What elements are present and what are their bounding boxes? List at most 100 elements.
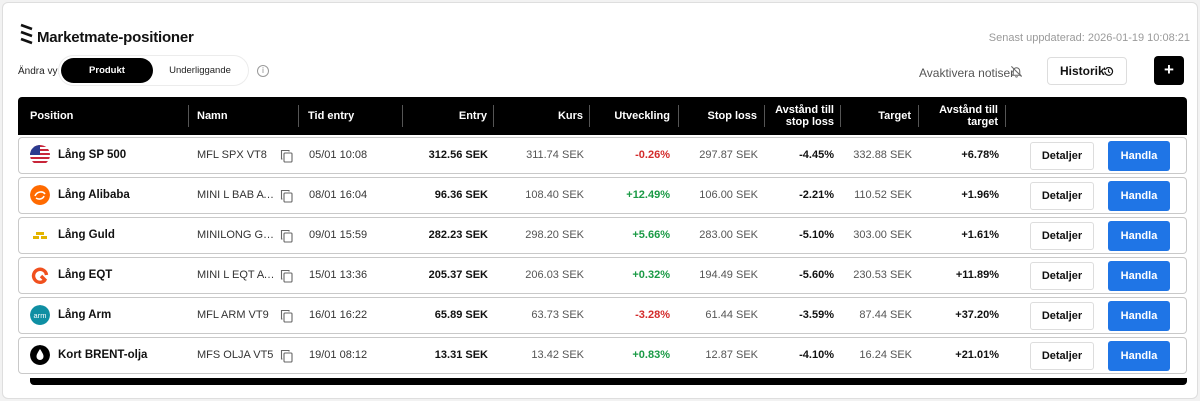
details-button[interactable]: Detaljer <box>1030 182 1094 210</box>
info-icon[interactable]: i <box>257 65 269 77</box>
stop-loss-price: 106.00 SEK <box>699 189 758 201</box>
distance-to-target: +1.61% <box>961 229 999 241</box>
details-button[interactable]: Detaljer <box>1030 342 1094 370</box>
current-price: 108.40 SEK <box>525 189 584 201</box>
table-row: arm Lång Arm MFL ARM VT9 16/01 16:22 65.89 S… <box>18 297 1187 334</box>
current-price: 13.42 SEK <box>531 349 584 361</box>
details-button[interactable]: Detaljer <box>1030 262 1094 290</box>
entry-price: 282.23 SEK <box>428 229 488 241</box>
bell-off-icon[interactable] <box>1010 65 1023 78</box>
table-row: Kort BRENT-olja MFS OLJA VT5 19/01 08:12 13… <box>18 337 1187 374</box>
distance-to-stop: -5.10% <box>799 229 834 241</box>
col-tid-entry: Tid entry <box>308 110 355 122</box>
entry-price: 65.89 SEK <box>434 309 488 321</box>
alibaba-icon <box>30 185 50 205</box>
history-button[interactable]: Historik <box>1047 57 1127 85</box>
entry-time: 05/01 10:08 <box>309 149 368 161</box>
details-button[interactable]: Detaljer <box>1030 302 1094 330</box>
col-divider <box>188 105 189 127</box>
trade-button[interactable]: Handla <box>1108 341 1170 371</box>
us-flag-icon <box>30 145 50 165</box>
distance-to-stop: -3.59% <box>799 309 834 321</box>
col-divider <box>764 105 765 127</box>
trade-button[interactable]: Handla <box>1108 221 1170 251</box>
details-button[interactable]: Detaljer <box>1030 222 1094 250</box>
copy-icon[interactable] <box>280 189 293 203</box>
current-price: 63.73 SEK <box>531 309 584 321</box>
copy-icon[interactable] <box>280 269 293 283</box>
svg-text:arm: arm <box>34 311 47 320</box>
history-clock-icon <box>1103 67 1114 76</box>
current-price: 311.74 SEK <box>526 149 584 161</box>
disable-notifications-link[interactable]: Avaktivera notiser <box>919 66 1015 80</box>
distance-to-stop: -5.60% <box>799 269 834 281</box>
stop-loss-price: 61.44 SEK <box>705 309 758 321</box>
current-price: 298.20 SEK <box>525 229 584 241</box>
trade-button[interactable]: Handla <box>1108 181 1170 211</box>
stop-loss-price: 283.00 SEK <box>699 229 758 241</box>
view-option-produkt[interactable]: Produkt <box>61 58 153 83</box>
col-divider <box>918 105 919 127</box>
copy-icon[interactable] <box>280 149 293 163</box>
stop-loss-price: 194.49 SEK <box>699 269 758 281</box>
entry-time: 09/01 15:59 <box>309 229 368 241</box>
distance-to-stop: -4.10% <box>799 349 834 361</box>
copy-icon[interactable] <box>280 309 293 323</box>
target-price: 303.00 SEK <box>853 229 912 241</box>
col-divider <box>1005 105 1006 127</box>
entry-price: 312.56 SEK <box>428 149 488 161</box>
table-row: Lång Alibaba MINI L BAB AVA 08/01 16:04 96.… <box>18 177 1187 214</box>
page-title: Marketmate-positioner <box>37 29 194 46</box>
distance-to-target: +37.20% <box>955 309 999 321</box>
last-updated-text: Senast uppdaterad: 2026-01-19 10:08:21 <box>988 32 1190 44</box>
position-name: Lång Arm <box>58 309 112 321</box>
col-divider <box>298 105 299 127</box>
col-stop-loss: Stop loss <box>707 110 757 122</box>
position-name: Lång Guld <box>58 229 115 241</box>
view-switch: Produkt Underliggande <box>59 56 248 85</box>
entry-price: 13.31 SEK <box>434 349 488 361</box>
col-divider <box>589 105 590 127</box>
change-percent: +5.66% <box>632 229 670 241</box>
entry-time: 16/01 16:22 <box>309 309 368 321</box>
view-option-underliggande[interactable]: Underliggande <box>169 65 231 76</box>
distance-to-stop: -2.21% <box>799 189 834 201</box>
trade-button[interactable]: Handla <box>1108 301 1170 331</box>
target-price: 87.44 SEK <box>859 309 912 321</box>
change-percent: +0.32% <box>632 269 670 281</box>
history-label: Historik <box>1060 64 1105 78</box>
trade-button[interactable]: Handla <box>1108 141 1170 171</box>
position-name: Kort BRENT-olja <box>58 349 148 361</box>
position-name: Lång Alibaba <box>58 189 130 201</box>
col-namn: Namn <box>197 110 228 122</box>
target-price: 230.53 SEK <box>853 269 912 281</box>
eqt-icon <box>30 265 50 285</box>
entry-time: 08/01 16:04 <box>309 189 368 201</box>
entry-price: 205.37 SEK <box>428 269 488 281</box>
entry-price: 96.36 SEK <box>434 189 488 201</box>
col-divider <box>840 105 841 127</box>
change-percent: -3.28% <box>635 309 670 321</box>
position-name: Lång EQT <box>58 269 113 281</box>
table-row: Lång EQT MINI L EQT AVA 15/01 13:36 205.37 … <box>18 257 1187 294</box>
distance-to-target: +21.01% <box>955 349 999 361</box>
copy-icon[interactable] <box>280 349 293 363</box>
gold-icon <box>30 225 50 245</box>
target-price: 110.52 SEK <box>854 189 912 201</box>
entry-time: 19/01 08:12 <box>309 349 368 361</box>
entry-time: 15/01 13:36 <box>309 269 368 281</box>
position-name: Lång SP 500 <box>58 149 127 161</box>
col-divider <box>493 105 494 127</box>
trade-button[interactable]: Handla <box>1108 261 1170 291</box>
target-price: 332.88 SEK <box>853 149 912 161</box>
col-divider <box>402 105 403 127</box>
details-button[interactable]: Detaljer <box>1030 142 1094 170</box>
add-position-button[interactable]: + <box>1154 56 1184 85</box>
copy-icon[interactable] <box>280 229 293 243</box>
col-avstand-target: Avstånd till target <box>939 104 998 128</box>
col-entry: Entry <box>458 110 487 122</box>
arm-icon: arm <box>30 305 50 325</box>
table-row: Lång SP 500 MFL SPX VT8 05/01 10:08 312.56 … <box>18 137 1187 174</box>
current-price: 206.03 SEK <box>525 269 584 281</box>
oil-drop-icon <box>30 345 50 365</box>
